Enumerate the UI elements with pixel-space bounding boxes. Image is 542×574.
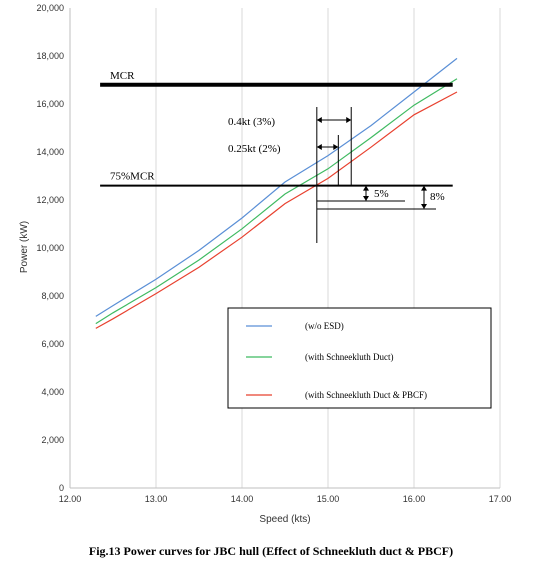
speed-gain-label-1: 0.4kt (3%) — [228, 116, 275, 128]
y-tick-label: 8,000 — [41, 291, 64, 301]
y-axis-title: Power (kW) — [19, 221, 30, 273]
y-tick-label: 20,000 — [36, 3, 64, 13]
x-tick-label: 12.00 — [59, 494, 82, 504]
y-tick-label: 14,000 — [36, 147, 64, 157]
data-series — [95, 57, 458, 329]
speed-gain-label-2: 0.25kt (2%) — [228, 143, 281, 155]
grid-lines — [155, 8, 501, 488]
power-reduction-arrow-2-heads — [421, 185, 427, 209]
y-tick-label: 12,000 — [36, 195, 64, 205]
y-tick-label: 0 — [59, 483, 64, 493]
speed-gain-arrow-2-heads — [316, 144, 339, 150]
annotations: 0.4kt (3%) 0.25kt (2%) 5% 8% — [228, 107, 445, 243]
mcr75-label: 75%MCR — [110, 171, 155, 183]
x-tick-label: 15.00 — [317, 494, 340, 504]
legend-entry-3: (with Schneekluth Duct & PBCF) — [305, 390, 427, 400]
series-line-1 — [95, 57, 458, 317]
legend-entry-1: (w/o ESD) — [305, 321, 344, 331]
legend-entry-2: (with Schneekluth Duct) — [305, 352, 393, 362]
y-tick-label: 18,000 — [36, 51, 64, 61]
x-tick-label: 16.00 — [403, 494, 426, 504]
figure-caption: Fig.13 Power curves for JBC hull (Effect… — [88, 544, 454, 558]
x-tick-label: 17.00 — [489, 494, 512, 504]
y-tick-label: 4,000 — [41, 387, 64, 397]
y-tick-label: 6,000 — [41, 339, 64, 349]
x-tick-label: 13.00 — [145, 494, 168, 504]
legend: (w/o ESD) (with Schneekluth Duct) (with Sc… — [227, 307, 492, 409]
mcr-label: MCR — [110, 70, 135, 82]
tick-labels: 12.00 13.00 14.00 15.00 16.00 17.00 0 2,000 4,00… — [36, 3, 511, 504]
series-line-3 — [95, 91, 458, 329]
power-reduction-label-1: 5% — [374, 188, 389, 200]
x-tick-label: 14.00 — [231, 494, 254, 504]
series-line-2 — [95, 78, 458, 325]
y-tick-label: 2,000 — [41, 435, 64, 445]
power-reduction-arrow-1-heads — [363, 185, 369, 201]
y-tick-label: 10,000 — [36, 243, 64, 253]
power-reduction-label-2: 8% — [430, 191, 445, 203]
axes — [69, 8, 500, 489]
power-curves-chart: 12.00 13.00 14.00 15.00 16.00 17.00 0 2,000 4,00… — [19, 3, 511, 525]
legend-box — [227, 307, 492, 409]
y-tick-label: 16,000 — [36, 99, 64, 109]
reference-lines: MCR 75%MCR — [100, 70, 453, 187]
x-axis-title: Speed (kts) — [259, 514, 310, 525]
